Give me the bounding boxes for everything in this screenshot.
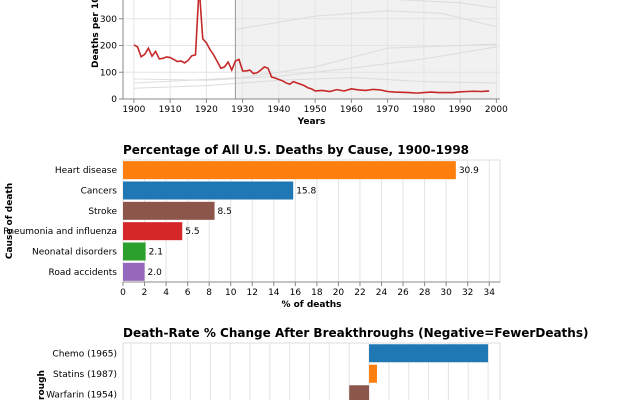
cause-value-label: 2.0 [148, 268, 163, 278]
cause-bar [123, 222, 183, 241]
line-chart-y-ticks: 0 100 200 300 [100, 15, 123, 105]
line-chart-background-line [133, 77, 497, 89]
cause-value-label: 8.5 [218, 207, 232, 217]
breakthrough-category-label: Chemo (1965) [52, 349, 117, 359]
cause-bar-chart-x-tick-label: 18 [311, 288, 323, 298]
cause-bar-chart-x-tick-label: 2 [142, 288, 148, 298]
line-chart-x-tick-label: 1990 [449, 105, 472, 115]
cause-bar-chart-x-tick-label: 14 [268, 288, 280, 298]
line-chart: 1900 1910 1920 1930 1940 1950 1960 1970 1980 1990… [91, 0, 508, 127]
breakthrough-bar [369, 344, 489, 363]
breakthrough-chart-title: Death-Rate % Change After Breakthroughs … [123, 326, 588, 340]
line-chart-y-tick-label: 100 [100, 68, 117, 78]
line-chart-x-tick-label: 1970 [376, 105, 399, 115]
cause-bar-chart-bars [123, 161, 456, 281]
cause-bar-chart-x-tick-label: 16 [290, 288, 302, 298]
cause-bar-chart-y-axis-title: Cause of death [5, 183, 15, 259]
cause-bar-chart-x-tick-label: 28 [419, 288, 431, 298]
cause-value-label: 30.9 [459, 166, 479, 176]
cause-bar-chart-x-tick-label: 6 [185, 288, 191, 298]
line-chart-background-series [133, 0, 497, 89]
line-chart-background-line [235, 10, 497, 30]
line-chart-x-tick-label: 1900 [122, 105, 145, 115]
cause-bar [123, 181, 294, 200]
breakthrough-category-label: Warfarin (1954) [46, 390, 117, 400]
breakthrough-chart-bars [349, 344, 489, 400]
cause-bar-chart-x-tick-label: 26 [397, 288, 409, 298]
breakthrough-bar [369, 364, 377, 383]
cause-bar-chart-value-labels: 30.9 15.8 8.5 5.5 2.1 2.0 [148, 166, 480, 278]
line-chart-x-tick-label: 1980 [412, 105, 435, 115]
breakthrough-chart-frame [122, 342, 501, 400]
cause-bar-chart-x-tick-label: 8 [206, 288, 212, 298]
line-chart-background-line [133, 43, 497, 84]
cause-bar-chart-x-tick-label: 12 [247, 288, 258, 298]
breakthrough-chart-category-labels: Chemo (1965) Statins (1987) Warfarin (1954… [46, 349, 117, 400]
cause-bar-chart-category-labels: Heart disease Cancers Stroke Pneumonia and … [3, 166, 117, 278]
line-chart-y-tick-label: 200 [100, 42, 117, 52]
line-chart-background-line [395, 0, 497, 9]
line-chart-y-tick-label: 300 [100, 15, 117, 25]
cause-bar-chart-title: Percentage of All U.S. Deaths by Cause, … [123, 143, 469, 157]
cause-bar-chart-x-tick-label: 34 [484, 288, 496, 298]
line-chart-y-axis-title: Deaths per 100,000 [91, 0, 101, 68]
cause-bar [123, 242, 146, 261]
cause-bar-chart-x-tick-label: 30 [440, 288, 452, 298]
cause-bar-chart-x-tick-label: 24 [376, 288, 388, 298]
cause-bar [123, 201, 215, 220]
cause-value-label: 5.5 [185, 227, 199, 237]
cause-bar-chart: Percentage of All U.S. Deaths by Cause, … [3, 143, 501, 310]
breakthrough-chart: Death-Rate % Change After Breakthroughs … [37, 326, 588, 400]
line-chart-x-tick-label: 1940 [267, 105, 290, 115]
cause-bar [123, 262, 145, 281]
cause-bar-chart-x-tick-label: 22 [354, 288, 365, 298]
cause-category-label: Heart disease [55, 166, 118, 176]
cause-bar-chart-x-tick-label: 32 [462, 288, 473, 298]
cause-bar-chart-x-tick-label: 4 [163, 288, 169, 298]
cause-value-label: 15.8 [296, 187, 316, 197]
line-chart-x-axis-title: Years [297, 117, 326, 127]
cause-category-label: Neonatal disorders [32, 248, 117, 258]
line-chart-y-tick-label: 0 [111, 95, 117, 105]
cause-bar-chart-gridlines [122, 160, 490, 282]
breakthrough-category-label: Statins (1987) [53, 370, 117, 380]
cause-bar-chart-x-tick-label: 0 [120, 288, 126, 298]
cause-category-label: Pneumonia and influenza [3, 227, 117, 237]
line-chart-x-tick-label: 1920 [195, 105, 218, 115]
cause-value-label: 2.1 [149, 248, 163, 258]
breakthrough-chart-y-axis-title: rough [37, 370, 47, 400]
line-chart-x-tick-label: 1910 [159, 105, 182, 115]
cause-bar-chart-x-tick-label: 10 [225, 288, 237, 298]
line-chart-x-tick-label: 1950 [304, 105, 327, 115]
cause-category-label: Cancers [81, 187, 118, 197]
cause-category-label: Road accidents [48, 268, 117, 278]
line-chart-series-line [133, 0, 490, 94]
cause-bar [123, 161, 456, 180]
cause-bar-chart-x-ticks: 0 2 4 6 8 10 12 14 16 18 20 22 24 26 28 30 32 34 [120, 282, 495, 298]
cause-category-label: Stroke [88, 207, 117, 217]
cause-bar-chart-x-tick-label: 20 [333, 288, 345, 298]
line-chart-x-tick-label: 1930 [231, 105, 254, 115]
line-chart-x-tick-label: 1960 [340, 105, 363, 115]
breakthrough-bar [349, 385, 370, 400]
cause-bar-chart-x-axis-title: % of deaths [281, 300, 341, 310]
line-chart-x-tick-label: 2000 [485, 105, 508, 115]
line-chart-x-ticks: 1900 1910 1920 1930 1940 1950 1960 1970 1980 1990… [122, 99, 508, 115]
